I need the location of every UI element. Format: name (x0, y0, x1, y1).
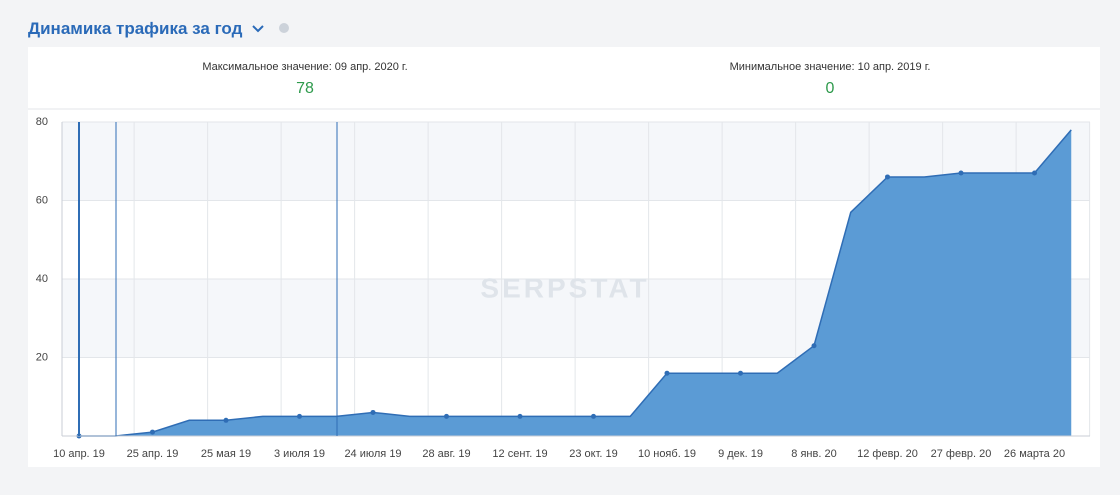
point (738, 370, 743, 376)
point (1032, 170, 1037, 176)
point (370, 409, 376, 415)
y-tick-label: 80 (36, 116, 48, 128)
area-line (79, 129, 1072, 437)
x-tick-label: 24 июля 19 (344, 448, 401, 460)
x-tick-label: 25 мая 19 (201, 448, 251, 460)
x-tick-label: 10 нояб. 19 (638, 448, 696, 460)
point (297, 413, 302, 419)
info-icon[interactable] (278, 22, 290, 34)
x-tick-label: 23 окт. 19 (569, 448, 618, 460)
y-tick-label: 60 (36, 194, 48, 206)
point (223, 417, 229, 423)
y-tick-label: 40 (36, 273, 48, 285)
min-stat: Минимальное значение: 10 апр. 2019 г. 0 (630, 61, 1030, 98)
y-tick-label: 20 (36, 351, 48, 363)
x-tick-label: 10 апр. 19 (53, 448, 105, 460)
stat-value: 0 (825, 80, 835, 97)
area-fill (79, 129, 1072, 436)
stat-value: 78 (296, 80, 314, 97)
point (517, 413, 523, 419)
x-tick-label: 9 дек. 19 (718, 448, 763, 460)
max-stat: Максимальное значение: 09 апр. 2020 г. 7… (105, 61, 505, 98)
point (664, 370, 670, 376)
title-text: Динамика трафика за год (28, 19, 243, 38)
watermark: SERPSTAT (480, 272, 649, 303)
point (885, 174, 890, 180)
point (150, 429, 155, 435)
chevron (252, 25, 264, 33)
point (591, 413, 596, 419)
x-tick-label: 28 авг. 19 (422, 448, 470, 460)
x-tick-label: 26 марта 20 (1004, 448, 1065, 460)
x-tick-label: 25 апр. 19 (127, 448, 179, 460)
x-tick-label: 12 сент. 19 (492, 448, 547, 460)
section-title[interactable]: Динамика трафика за год (28, 19, 290, 39)
x-tick-label: 27 февр. 20 (931, 448, 992, 460)
x-tick-label: 12 февр. 20 (857, 448, 918, 460)
point (958, 170, 964, 176)
point (811, 343, 817, 349)
stat-label: Максимальное значение: 09 апр. 2020 г. (202, 61, 408, 73)
point (444, 413, 449, 419)
x-tick-label: 3 июля 19 (274, 448, 325, 460)
stat-label: Минимальное значение: 10 апр. 2019 г. (729, 61, 931, 73)
x-tick-label: 8 янв. 20 (791, 448, 836, 460)
